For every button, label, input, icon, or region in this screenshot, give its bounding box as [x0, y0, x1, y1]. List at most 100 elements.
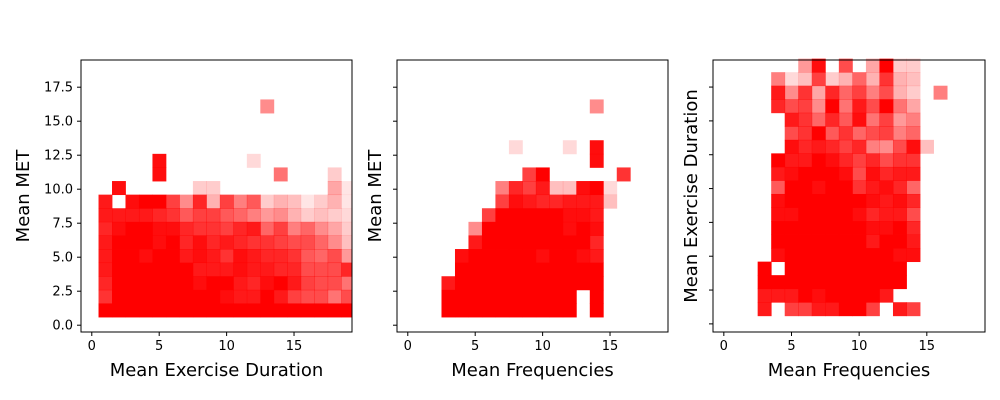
y-tick-label: 7.5 [52, 217, 73, 232]
heatmap-cell [906, 207, 921, 222]
heatmap-cell [112, 235, 126, 250]
heatmap-cell [865, 112, 880, 127]
heatmap-cell [233, 249, 248, 264]
heatmap-cell [508, 276, 523, 291]
heatmap-cell [206, 221, 221, 236]
heatmap-cell [798, 248, 813, 263]
heatmap-cell [852, 302, 867, 317]
heatmap-cell [811, 288, 826, 303]
heatmap-cell [165, 194, 180, 209]
heatmap-cell [757, 261, 772, 276]
heatmap-cell [879, 99, 894, 114]
heatmap-cell [454, 249, 469, 264]
heatmap-cell [508, 208, 523, 223]
heatmap-cell [341, 208, 353, 223]
heatmap-cell [138, 235, 153, 250]
heatmap-cell [522, 262, 537, 277]
heatmap-cell [341, 289, 353, 304]
heatmap-cell [879, 166, 894, 181]
heatmap-cell [825, 99, 840, 114]
heatmap-cell [838, 99, 853, 114]
heatmap-cell [468, 289, 483, 304]
heatmap-cell [784, 153, 799, 168]
heatmap-cell [287, 208, 302, 223]
heatmap-cell [522, 181, 537, 196]
heatmap-cell [522, 208, 537, 223]
heatmap-cell [341, 181, 353, 196]
heatmap-cell [879, 221, 894, 235]
heatmap-cell [852, 85, 867, 100]
heatmap-cell [246, 235, 261, 250]
heatmap-cell [576, 208, 591, 223]
heatmap-cell [589, 276, 604, 291]
heatmap-cell [852, 153, 867, 168]
heatmap-cell [892, 112, 907, 127]
heatmap-cell [757, 302, 772, 317]
heatmap-panel-frequencies-vs-met: 0 5 10 15 Mean Frequencies Mean MET [365, 59, 669, 381]
heatmap-cell [771, 99, 786, 114]
heatmap-cell [798, 234, 813, 249]
heatmap-cell [879, 139, 894, 154]
heatmap-cell [892, 126, 907, 141]
y-tick-label: 2.5 [52, 285, 73, 300]
heatmap-cell [811, 180, 826, 195]
heatmap-cell [865, 126, 880, 141]
y-tick-label: 17.5 [44, 81, 73, 96]
heatmap-cell [454, 262, 469, 277]
heatmap-cell [784, 139, 799, 154]
heatmap-cell [165, 235, 180, 250]
heatmap-cell [495, 276, 510, 291]
x-axis-ticks: 0 5 10 15 [88, 332, 302, 354]
heatmap-cell [771, 207, 786, 222]
heatmap-cell [771, 180, 786, 195]
heatmap-cell [233, 262, 248, 277]
heatmap-cell [892, 261, 907, 276]
heatmap-cell [287, 249, 302, 264]
heatmap-cell [260, 221, 275, 236]
heatmap-cell [784, 248, 799, 263]
heatmap-cell [879, 288, 894, 303]
heatmap-cell [192, 208, 207, 223]
heatmap-cell [865, 58, 880, 73]
heatmap-cell [784, 112, 799, 127]
heatmap-cell [589, 289, 604, 304]
heatmap-cell [879, 72, 894, 87]
heatmap-cell [495, 194, 510, 209]
heatmap-cell [906, 99, 921, 114]
heatmap-cell [549, 289, 564, 304]
heatmap-cell [152, 262, 167, 277]
heatmap-cell [327, 194, 342, 209]
heatmap-cell [98, 194, 113, 209]
heatmap-cell [811, 126, 826, 141]
heatmap-cell [206, 249, 221, 264]
heatmap-cell [811, 166, 826, 181]
heatmap-cell [233, 208, 248, 223]
heatmap-cell [246, 153, 261, 168]
heatmap-cell [906, 221, 921, 235]
heatmap-cell [535, 262, 550, 277]
heatmap-cell [341, 276, 353, 291]
heatmap-cell [152, 289, 167, 304]
heatmap-cell [535, 181, 550, 196]
heatmap-cell [589, 99, 604, 114]
heatmap-cell [852, 72, 867, 87]
plot-frame [80, 59, 353, 333]
heatmap-cell [273, 289, 288, 304]
heatmap-cell [260, 235, 275, 250]
heatmap-cell [576, 194, 591, 209]
heatmap-cell [314, 276, 329, 291]
heatmap-panel-duration-vs-met: 0 5 10 15 0.0 2.5 5.0 7.5 10.0 12.5 15.0 17.5 Mean… [13, 59, 353, 381]
heatmap-cell [206, 208, 221, 223]
heatmap-cell [838, 58, 853, 73]
heatmap-cell [192, 235, 207, 250]
heatmap-cell [771, 275, 786, 290]
heatmap-panel-frequencies-vs-duration: 0 5 10 15 Mean Frequencies Mean Exercise Du… [681, 58, 986, 381]
heatmap-cell [260, 249, 275, 264]
heatmap-cell [865, 139, 880, 154]
heatmap-cell [865, 85, 880, 100]
heatmap-cell [603, 194, 618, 209]
heatmap-cell [246, 221, 261, 236]
heatmap-cell [125, 235, 140, 250]
heatmap-cell [233, 235, 248, 250]
